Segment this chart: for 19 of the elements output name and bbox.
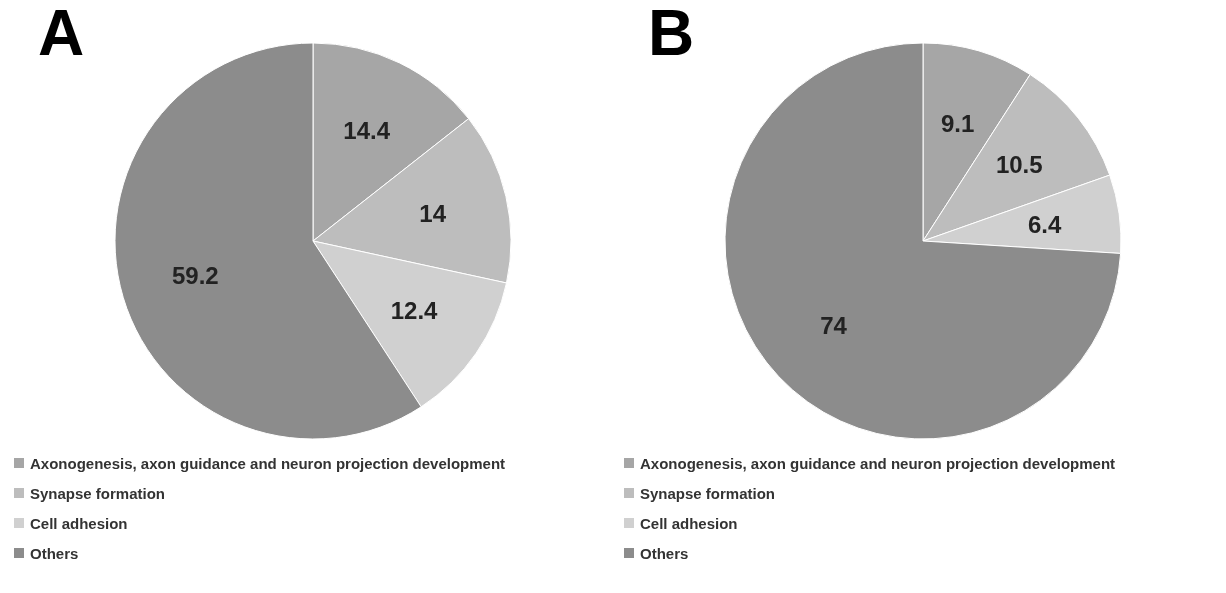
legend-label: Axonogenesis, axon guidance and neuron projection development — [30, 454, 506, 472]
data-label: 14.4 — [343, 117, 391, 145]
data-label: 12.4 — [390, 297, 439, 325]
data-label: 10.5 — [995, 151, 1043, 179]
legend-label: Synapse formation — [640, 484, 776, 502]
data-label: 6.4 — [1027, 210, 1062, 238]
data-label: 9.1 — [940, 109, 975, 137]
chart-title: B — [648, 0, 695, 70]
legend-label: Synapse formation — [30, 484, 166, 502]
legend-label: Others — [640, 544, 689, 562]
legend-label: Cell adhesion — [640, 514, 738, 532]
legend-label: Cell adhesion — [30, 514, 128, 532]
data-label: 74 — [820, 311, 848, 339]
pie-slice — [724, 42, 1122, 440]
data-label: 14 — [419, 199, 447, 227]
legend-label: Axonogenesis, axon guidance and neuron projection development — [640, 454, 1116, 472]
legend-label: Others — [30, 544, 79, 562]
data-label: 59.2 — [171, 262, 219, 290]
chart-title: A — [38, 0, 85, 70]
